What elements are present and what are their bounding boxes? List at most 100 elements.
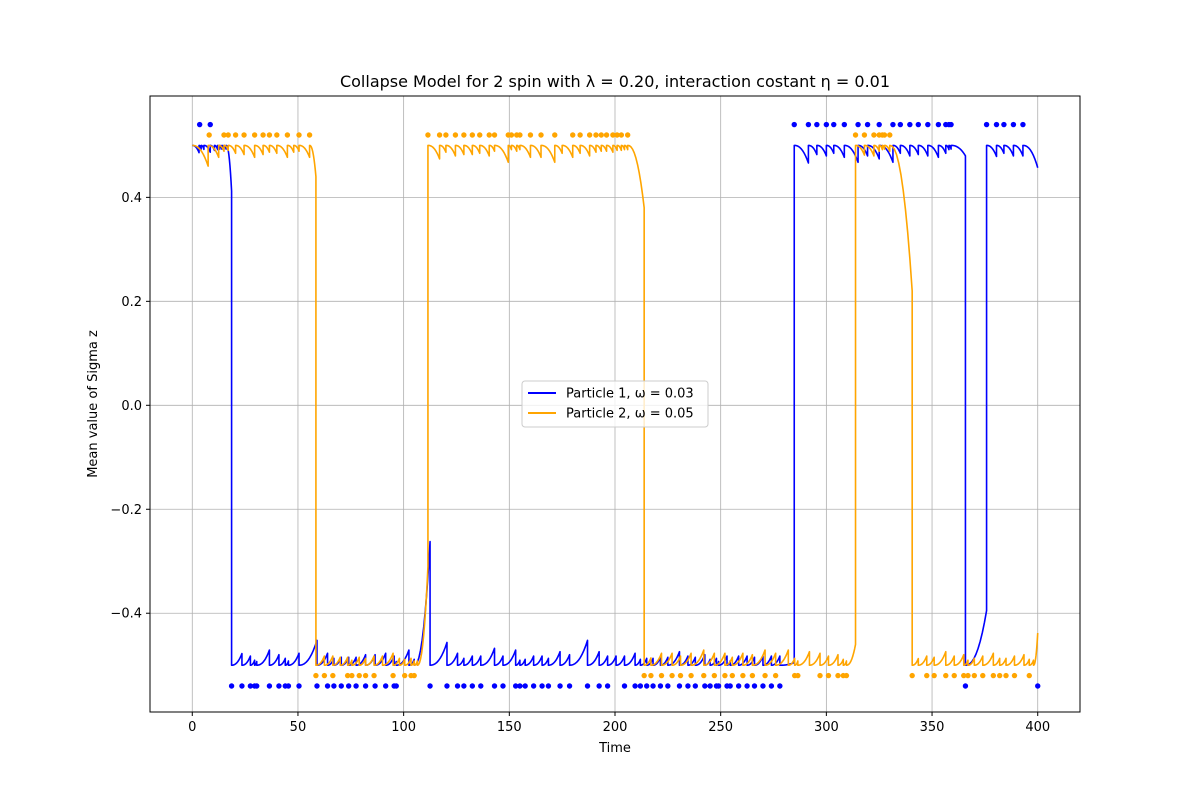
collapse-point-particle-2	[296, 132, 302, 138]
collapse-point-particle-1	[545, 683, 552, 689]
collapse-point-particle-1	[644, 683, 650, 689]
x-tick-label: 50	[290, 720, 307, 735]
collapse-point-particle-1	[393, 683, 399, 689]
collapse-point-particle-2	[711, 672, 718, 679]
collapse-point-particle-1	[925, 121, 931, 128]
x-tick-label: 150	[497, 720, 522, 735]
collapse-point-particle-1	[768, 683, 775, 689]
collapse-point-particle-2	[586, 132, 593, 138]
y-axis-label: Mean value of Sigma z	[86, 330, 101, 478]
x-tick-label: 100	[391, 720, 416, 735]
collapse-point-particle-1	[665, 683, 671, 689]
collapse-point-particle-2	[618, 132, 625, 138]
collapse-point-particle-2	[924, 672, 930, 679]
collapse-point-particle-1	[382, 683, 389, 689]
series-line-particle-2	[192, 144, 1039, 667]
collapse-point-particle-2	[749, 672, 756, 679]
collapse-point-particle-2	[313, 672, 319, 679]
collapse-point-particle-2	[284, 132, 291, 138]
x-tick-label: 250	[708, 720, 733, 735]
collapse-point-particle-2	[517, 132, 523, 138]
collapse-point-particle-1	[855, 121, 861, 128]
collapse-point-particle-1	[735, 683, 742, 689]
collapse-point-particle-1	[915, 121, 922, 128]
collapse-point-particle-1	[876, 121, 882, 128]
collapse-point-particle-1	[491, 683, 498, 689]
collapse-point-particle-2	[486, 132, 492, 138]
collapse-point-particle-1	[314, 683, 320, 689]
collapse-point-particle-2	[729, 672, 736, 679]
collapse-point-particle-2	[241, 132, 247, 138]
collapse-point-particle-1	[285, 683, 292, 689]
legend: Particle 1, ω = 0.03 Particle 2, ω = 0.0…	[521, 380, 709, 428]
collapse-point-particle-2	[206, 132, 212, 138]
collapse-point-particle-2	[990, 672, 997, 679]
collapse-point-particle-1	[207, 121, 213, 128]
collapse-point-particle-1	[805, 121, 812, 128]
collapse-point-particle-2	[658, 672, 665, 679]
collapse-point-particle-2	[527, 132, 534, 138]
chart-title: Collapse Model for 2 spin with λ = 0.20,…	[340, 72, 890, 91]
collapse-point-particle-1	[530, 683, 537, 689]
collapse-point-particle-1	[1010, 121, 1017, 128]
collapse-point-particle-1	[247, 683, 254, 689]
collapse-point-particle-2	[971, 672, 978, 679]
collapse-point-particle-1	[702, 683, 708, 689]
collapse-point-particle-2	[1011, 672, 1018, 679]
collapse-point-particle-2	[825, 672, 832, 679]
collapse-point-particle-2	[221, 132, 227, 138]
collapse-point-particle-2	[722, 672, 728, 679]
x-tick-label: 0	[188, 720, 196, 735]
collapse-point-particle-1	[266, 683, 273, 689]
collapse-point-particle-1	[1035, 683, 1041, 689]
collapse-point-particle-1	[864, 121, 871, 128]
collapse-point-particle-2	[677, 672, 684, 679]
collapse-point-particle-1	[907, 121, 913, 128]
collapse-point-particle-1	[744, 683, 750, 689]
collapse-point-particle-2	[461, 132, 467, 138]
collapse-point-particle-1	[657, 683, 664, 689]
collapse-point-particle-2	[436, 132, 443, 138]
collapse-point-particle-1	[276, 683, 282, 689]
x-tick-label: 400	[1025, 720, 1050, 735]
collapse-point-particle-2	[887, 132, 893, 138]
collapse-point-particle-1	[500, 683, 506, 689]
collapse-point-particle-2	[965, 672, 971, 679]
collapse-point-particle-2	[772, 672, 779, 679]
collapse-point-particle-2	[443, 132, 449, 138]
collapse-point-particle-2	[762, 672, 768, 679]
collapse-point-particle-2	[477, 132, 483, 138]
collapse-point-particle-2	[1026, 672, 1032, 679]
collapse-point-particle-1	[196, 121, 203, 128]
collapse-point-particle-2	[610, 132, 616, 138]
collapse-point-particle-1	[461, 683, 467, 689]
collapse-point-particle-1	[296, 683, 302, 689]
collapse-point-particle-2	[306, 132, 313, 138]
collapse-point-particle-2	[344, 672, 351, 679]
collapse-point-particle-1	[454, 683, 461, 689]
collapse-point-particle-1	[469, 683, 476, 689]
collapse-point-particle-1	[345, 683, 352, 689]
collapse-point-particle-1	[814, 121, 820, 128]
collapse-point-particle-2	[980, 672, 986, 679]
axes: 0 50 100 150 200 250 300 350 400 −0.4 −0.2 0.0 0.2 0.…	[110, 191, 1050, 735]
collapse-point-particle-1	[632, 683, 638, 689]
collapse-point-particle-2	[349, 672, 355, 679]
collapse-point-particle-1	[707, 683, 713, 689]
x-tick-label: 300	[814, 720, 839, 735]
collapse-point-particle-1	[522, 683, 528, 689]
collapse-point-particle-2	[641, 672, 647, 679]
collapse-point-particle-2	[909, 672, 915, 679]
collapse-point-particle-1	[566, 683, 573, 689]
collapse-point-particle-1	[727, 683, 733, 689]
collapse-point-particle-1	[1020, 121, 1026, 128]
series-line-particle-1	[192, 144, 1039, 667]
collapse-point-particle-1	[676, 683, 683, 689]
collapse-point-particle-1	[777, 683, 783, 689]
collapse-point-particle-1	[897, 121, 904, 128]
collapse-point-particle-2	[491, 132, 498, 138]
legend-label-particle-2: Particle 2, ω = 0.05	[566, 407, 694, 422]
collapse-point-particle-1	[331, 683, 337, 689]
collapse-point-particle-1	[584, 683, 591, 689]
